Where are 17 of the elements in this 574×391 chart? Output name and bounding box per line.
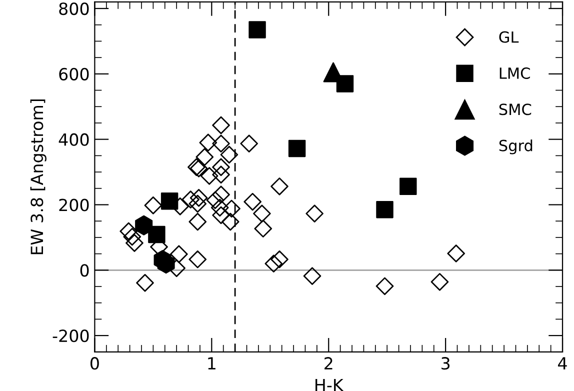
y-axis-title: EW 3.8 [Angstrom]: [30, 99, 46, 254]
legend-label: LMC: [500, 67, 530, 79]
y-tick-label: 0: [80, 264, 89, 277]
y-tick-label: 800: [59, 2, 89, 16]
legend-label: Sgrd: [499, 140, 532, 154]
x-tick-label: 2: [324, 357, 332, 370]
x-tick-label: 3: [442, 357, 450, 370]
y-tick-label: 600: [59, 68, 89, 80]
x-tick-label: 1: [208, 357, 216, 370]
y-tick-label: 400: [58, 133, 89, 146]
legend-label: GL: [499, 31, 519, 43]
legend-label: SMC: [499, 104, 532, 116]
y-tick-label: 200: [59, 198, 89, 212]
x-tick-label: 0: [90, 357, 99, 370]
x-tick-label: 4: [558, 357, 567, 370]
x-axis-title: H-K: [316, 378, 344, 391]
y-tick-label: -200: [52, 330, 89, 342]
